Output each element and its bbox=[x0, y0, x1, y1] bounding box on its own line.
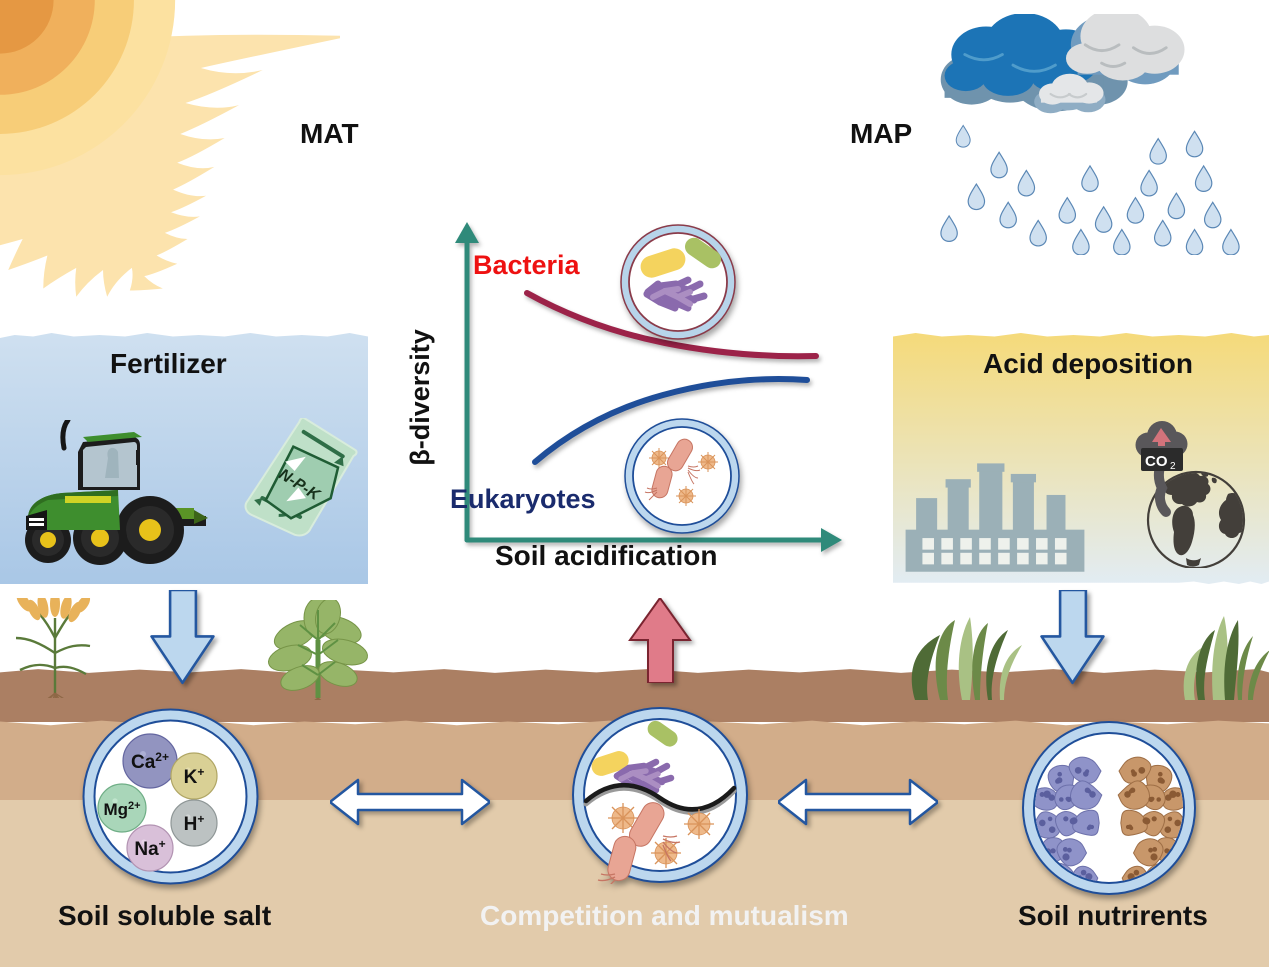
svg-text:2: 2 bbox=[1170, 461, 1176, 472]
svg-text:CO: CO bbox=[1145, 453, 1168, 470]
